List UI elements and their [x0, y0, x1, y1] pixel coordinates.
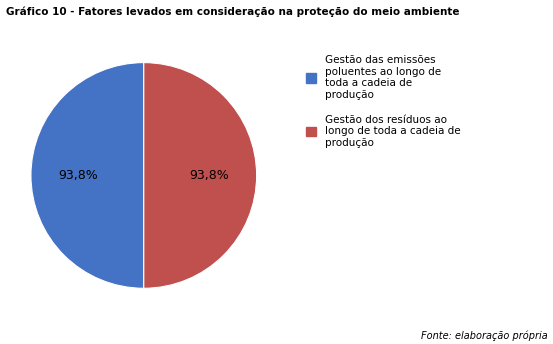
- Text: 93,8%: 93,8%: [59, 169, 98, 182]
- Wedge shape: [144, 63, 257, 288]
- Legend: Gestão das emissões
poluentes ao longo de
toda a cadeia de
produção, Gestão dos : Gestão das emissões poluentes ao longo d…: [306, 55, 461, 148]
- Text: Gráfico 10 - Fatores levados em consideração na proteção do meio ambiente: Gráfico 10 - Fatores levados em consider…: [6, 7, 459, 18]
- Wedge shape: [31, 63, 144, 288]
- Text: 93,8%: 93,8%: [189, 169, 229, 182]
- Text: Fonte: elaboração própria: Fonte: elaboração própria: [421, 330, 547, 341]
